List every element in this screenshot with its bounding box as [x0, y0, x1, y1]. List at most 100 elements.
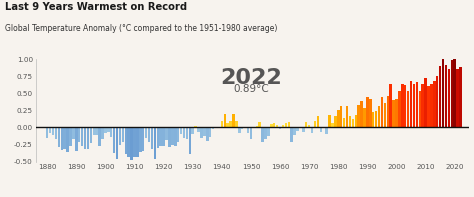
Bar	[142, 127, 145, 151]
Bar	[84, 127, 86, 149]
Bar	[177, 127, 180, 142]
Bar	[325, 127, 328, 134]
Bar	[180, 127, 182, 134]
Bar	[433, 81, 436, 127]
Bar	[285, 123, 287, 127]
Bar	[224, 114, 226, 127]
Bar	[232, 114, 235, 127]
Bar	[436, 76, 438, 127]
Bar	[61, 127, 63, 150]
Bar	[427, 86, 430, 127]
Bar	[139, 127, 142, 152]
Bar	[346, 106, 348, 127]
Bar	[392, 100, 395, 127]
Bar	[78, 127, 81, 142]
Bar	[130, 127, 133, 160]
Bar	[404, 85, 407, 127]
Bar	[445, 65, 447, 127]
Bar	[340, 106, 342, 127]
Bar	[291, 127, 293, 142]
Text: Last 9 Years Warmest on Record: Last 9 Years Warmest on Record	[5, 2, 187, 12]
Bar	[305, 122, 308, 127]
Bar	[390, 84, 392, 127]
Bar	[442, 59, 444, 127]
Bar	[203, 127, 206, 136]
Bar	[334, 116, 337, 127]
Bar	[95, 127, 98, 135]
Bar	[410, 81, 412, 127]
Bar	[407, 90, 410, 127]
Bar	[113, 127, 115, 153]
Bar	[171, 127, 173, 145]
Bar	[191, 127, 194, 134]
Bar	[238, 127, 240, 133]
Bar	[197, 127, 200, 132]
Bar	[72, 127, 74, 139]
Bar	[383, 103, 386, 127]
Bar	[270, 124, 273, 127]
Bar	[279, 127, 281, 129]
Text: Global Temperature Anomaly (°C compared to the 1951-1980 average): Global Temperature Anomaly (°C compared …	[5, 24, 277, 33]
Bar	[424, 78, 427, 127]
Bar	[92, 127, 95, 135]
Bar	[416, 82, 418, 127]
Bar	[69, 127, 72, 146]
Bar	[447, 69, 450, 127]
Bar	[66, 127, 69, 152]
Bar	[128, 127, 130, 157]
Bar	[148, 127, 150, 142]
Bar	[273, 123, 275, 127]
Bar	[122, 127, 124, 142]
Bar	[218, 127, 220, 128]
Bar	[258, 122, 261, 127]
Bar	[456, 69, 459, 127]
Bar	[395, 99, 398, 127]
Bar	[209, 127, 211, 137]
Bar	[107, 127, 109, 132]
Bar	[104, 127, 107, 133]
Bar	[229, 121, 232, 127]
Bar	[386, 96, 389, 127]
Bar	[75, 127, 78, 151]
Bar	[90, 127, 92, 143]
Bar	[206, 127, 209, 141]
Bar	[381, 97, 383, 127]
Bar	[360, 101, 363, 127]
Bar	[145, 127, 147, 138]
Bar	[212, 127, 214, 129]
Bar	[250, 127, 252, 139]
Bar	[163, 127, 165, 146]
Bar	[267, 127, 270, 136]
Bar	[322, 127, 325, 128]
Bar	[398, 90, 401, 127]
Bar	[331, 123, 334, 127]
Bar	[98, 127, 101, 146]
Bar	[421, 84, 424, 127]
Bar	[253, 127, 255, 128]
Bar	[125, 127, 127, 154]
Bar	[49, 127, 51, 133]
Bar	[459, 67, 462, 127]
Bar	[439, 66, 441, 127]
Bar	[369, 99, 372, 127]
Bar	[357, 105, 360, 127]
Bar	[276, 125, 278, 127]
Bar	[319, 127, 322, 132]
Bar	[186, 127, 188, 139]
Bar	[293, 127, 296, 135]
Bar	[302, 127, 305, 132]
Bar	[55, 127, 57, 139]
Bar	[349, 116, 351, 127]
Bar	[375, 111, 377, 127]
Bar	[165, 127, 168, 140]
Bar	[58, 127, 60, 147]
Bar	[363, 108, 366, 127]
Bar	[101, 127, 104, 139]
Bar	[183, 127, 185, 138]
Bar	[372, 112, 374, 127]
Bar	[220, 121, 223, 127]
Bar	[419, 90, 421, 127]
Bar	[136, 127, 139, 157]
Bar	[430, 84, 433, 127]
Text: 2022: 2022	[220, 68, 282, 88]
